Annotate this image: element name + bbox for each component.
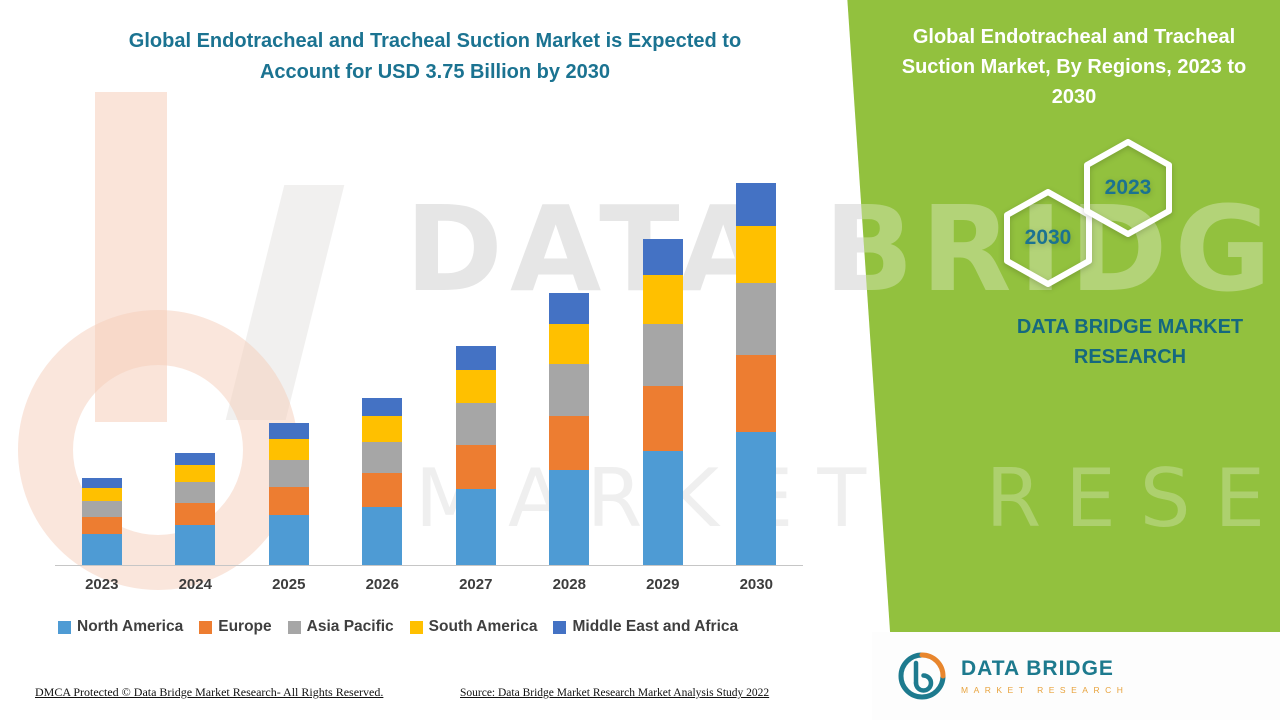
bar-segment: [81, 517, 122, 535]
stacked-bar-chart: 2023 2024 2025 2026 2027 2028 2029 2030: [55, 183, 803, 593]
dmca-notice: DMCA Protected © Data Bridge Market Rese…: [35, 685, 384, 699]
bar-segment: [549, 293, 590, 324]
hexagon-icon: [1084, 139, 1172, 237]
bar-segment: [455, 346, 496, 371]
legend-swatch-icon: [287, 620, 301, 634]
bar-segment: [81, 478, 122, 488]
x-axis-line: [55, 565, 803, 566]
legend-swatch-icon: [58, 620, 71, 634]
bar-segment: [362, 441, 403, 474]
bar-segment: [362, 506, 403, 565]
bar-segment: [642, 450, 683, 565]
year-2030-label: 2030: [1024, 226, 1072, 249]
bar-segment: [455, 403, 496, 445]
company-logo: DATA BRIDGE MARKET RESEARCH: [872, 632, 1280, 720]
x-axis-label: 2027: [459, 576, 493, 593]
bar-2029: [642, 239, 683, 565]
bar-segment: [268, 515, 309, 565]
bar-segment: [642, 239, 683, 275]
x-axis-labels: 2023 2024 2025 2026 2027 2028 2029 2030: [55, 576, 803, 593]
legend-swatch-icon: [199, 620, 213, 634]
legend-label: Middle East and Africa: [572, 618, 739, 635]
side-panel-title: Global Endotracheal and Tracheal Suction…: [901, 26, 1247, 108]
bar-2028: [549, 293, 590, 565]
legend-item: South America: [409, 618, 538, 636]
x-axis-label: 2026: [365, 576, 399, 593]
bar-segment: [736, 355, 777, 432]
bar-segment: [549, 364, 590, 417]
bar-2030: [736, 183, 777, 565]
legend-item: North America: [58, 618, 183, 636]
bar-2027: [455, 346, 496, 565]
bar-segment: [736, 431, 777, 565]
bar-segment: [268, 486, 309, 516]
x-axis-label: 2023: [85, 576, 119, 593]
bar-segment: [81, 487, 122, 501]
chart-legend: North America Europe Asia Pacific South Ame…: [58, 618, 738, 636]
source-note: Source: Data Bridge Market Research Mark…: [460, 687, 770, 699]
brand-name-text: DATA BRIDGE MARKET RESEARCH: [1016, 316, 1244, 368]
bar-segment: [549, 323, 590, 365]
data-bridge-logo-icon: [898, 652, 946, 700]
x-axis-label: 2029: [646, 576, 680, 593]
logo-text-block: DATA BRIDGE MARKET RESEARCH: [961, 657, 1128, 695]
legend-swatch-icon: [553, 620, 567, 634]
bar-2024: [175, 453, 216, 565]
bar-segment: [268, 438, 309, 461]
bar-segment: [175, 465, 216, 482]
legend-label: Asia Pacific: [306, 618, 394, 635]
bar-segment: [175, 502, 216, 526]
logo-subtitle: MARKET RESEARCH: [961, 685, 1129, 695]
logo-name: DATA BRIDGE: [961, 657, 1114, 680]
legend-item: Asia Pacific: [287, 618, 394, 636]
bar-segment: [362, 397, 403, 417]
bar-segment: [268, 423, 309, 439]
hexagon-badge-2023: 2023: [1078, 138, 1178, 238]
legend-label: North America: [77, 618, 184, 635]
bar-segment: [455, 370, 496, 404]
year-2023-label: 2023: [1104, 176, 1152, 199]
bar-segment: [455, 488, 496, 565]
x-axis-label: 2030: [739, 576, 773, 593]
bar-segment: [81, 500, 122, 518]
legend-item: Middle East and Africa: [553, 618, 738, 636]
bar-2023: [81, 478, 122, 565]
x-axis-label: 2024: [178, 576, 212, 593]
legend-label: Europe: [218, 618, 272, 635]
bar-segment: [362, 473, 403, 507]
bar-segment: [455, 444, 496, 489]
bar-segment: [736, 225, 777, 283]
x-axis-label: 2028: [552, 576, 586, 593]
legend-label: South America: [428, 618, 538, 635]
bar-segment: [642, 385, 683, 451]
bar-segment: [642, 274, 683, 324]
bar-segment: [642, 323, 683, 386]
bar-2025: [268, 423, 309, 565]
bar-segment: [175, 453, 216, 466]
bar-segment: [549, 416, 590, 471]
page-title: Global Endotracheal and Tracheal Suction…: [128, 30, 742, 83]
legend-swatch-icon: [409, 620, 423, 634]
x-axis-label: 2025: [272, 576, 306, 593]
bar-2026: [362, 397, 403, 565]
bar-segment: [549, 470, 590, 565]
bars-container: [55, 183, 803, 565]
bar-segment: [175, 481, 216, 503]
bar-segment: [175, 525, 216, 565]
bar-segment: [268, 460, 309, 487]
legend-item: Europe: [199, 618, 272, 636]
bar-segment: [736, 282, 777, 356]
bar-segment: [362, 416, 403, 442]
bar-segment: [736, 183, 777, 226]
bar-segment: [81, 534, 122, 565]
